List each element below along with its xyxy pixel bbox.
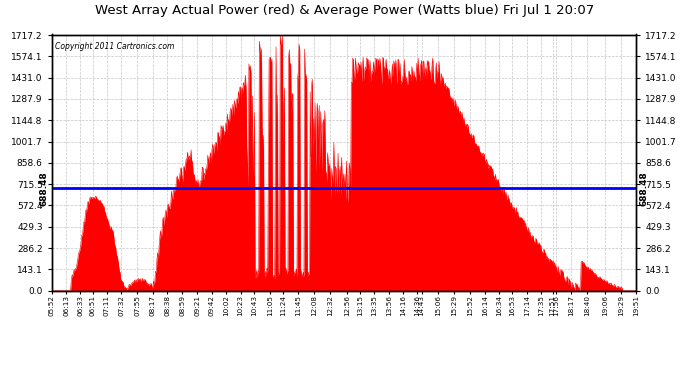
Text: West Array Actual Power (red) & Average Power (Watts blue) Fri Jul 1 20:07: West Array Actual Power (red) & Average … bbox=[95, 4, 595, 17]
Text: Copyright 2011 Cartronics.com: Copyright 2011 Cartronics.com bbox=[55, 42, 174, 51]
Text: 688.48: 688.48 bbox=[40, 171, 49, 206]
Text: 688.48: 688.48 bbox=[639, 171, 648, 206]
